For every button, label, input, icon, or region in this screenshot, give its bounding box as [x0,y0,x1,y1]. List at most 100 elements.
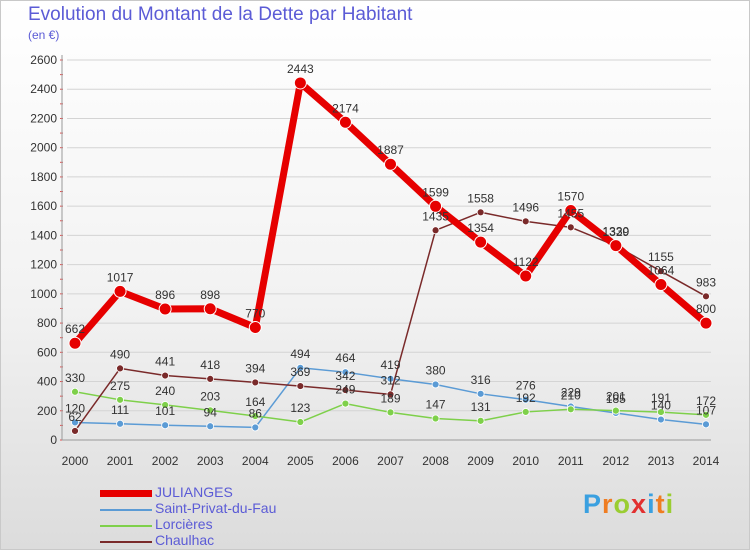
data-label: 1558 [467,191,494,205]
y-tick-label: 800 [37,316,57,330]
data-point [296,382,305,390]
legend: JULIANGES Saint-Privat-du-Fau Lorcières … [100,484,420,549]
y-tick-label: 200 [37,404,57,418]
x-tick-label: 2005 [287,454,314,468]
data-label: 249 [335,383,355,397]
data-point [338,115,352,129]
data-point [71,418,79,427]
data-point [341,368,350,377]
legend-label: Saint-Privat-du-Fau [155,500,277,516]
data-point [476,416,485,425]
data-label: 1496 [512,200,539,214]
data-label: 210 [561,388,581,402]
data-point [161,371,170,380]
data-label: 101 [155,404,175,418]
data-label: 2174 [332,101,359,115]
data-point [611,406,620,415]
data-point [699,316,713,330]
data-point [431,380,440,389]
data-point [702,420,710,429]
data-point [657,415,665,424]
data-point [203,302,217,316]
data-point [654,277,668,291]
data-point [564,204,578,218]
data-label: 494 [290,347,310,361]
legend-label: Lorcières [155,516,213,532]
data-point [206,422,215,431]
data-label: 1329 [603,225,630,239]
data-label: 1330 [603,225,630,239]
data-point [429,199,443,213]
data-label: 1122 [513,255,539,269]
data-point [206,406,215,415]
data-point [476,389,485,398]
x-tick-label: 2011 [558,454,584,468]
y-tick-label: 1600 [30,199,57,213]
logo-letter: o [613,489,632,519]
y-tick-label: 2400 [30,82,57,96]
data-point [296,363,305,372]
data-point [68,336,82,350]
data-label: 107 [696,403,716,417]
data-point [519,269,533,283]
data-label: 189 [380,391,400,405]
data-point [161,401,170,409]
data-label: 229 [561,386,581,400]
logo-letter: i [647,489,656,519]
data-label: 1455 [557,206,584,220]
legend-label: JULIANGES [155,484,233,500]
data-point [657,267,665,276]
data-label: 490 [110,347,130,361]
data-label: 201 [606,390,626,404]
data-label: 464 [335,351,355,365]
data-point [248,320,262,334]
data-label: 120 [65,401,85,415]
legend-swatch [100,509,152,511]
x-tick-label: 2000 [62,454,89,468]
legend-label: Chaulhac [155,532,215,548]
data-point [474,235,488,249]
data-label: 1887 [377,143,404,157]
data-label: 770 [245,306,265,320]
data-label: 800 [696,302,716,316]
data-point [521,395,530,404]
data-label: 2443 [287,62,314,76]
data-label: 1599 [422,185,449,199]
data-label: 1354 [467,221,494,235]
x-tick-label: 2010 [512,454,539,468]
data-point [386,374,395,383]
data-point [71,387,79,396]
data-point [431,414,440,423]
data-label: 662 [65,322,85,336]
data-label: 312 [380,373,400,387]
data-point [341,386,350,394]
data-label: 275 [110,379,130,393]
data-label: 111 [111,403,130,417]
legend-swatch [100,541,152,543]
data-point [116,395,124,404]
data-point [341,399,350,408]
data-point [384,157,397,171]
y-tick-label: 0 [50,433,57,447]
y-tick-label: 1200 [30,258,57,272]
data-point [161,421,170,430]
data-point [386,390,395,399]
legend-item: Saint-Privat-du-Fau [100,500,420,517]
logo-letter: i [665,489,675,519]
data-label: 1017 [107,270,134,284]
data-label: 316 [471,373,491,387]
data-label: 140 [651,399,671,413]
data-label: 62 [68,410,82,424]
data-point [251,412,260,420]
data-point [296,418,305,426]
data-point [609,239,623,253]
data-label: 418 [200,358,220,372]
y-tick-label: 2000 [30,141,57,155]
x-tick-label: 2007 [377,454,404,468]
data-point [657,408,665,416]
data-point [158,302,172,316]
proxiti-logo: Proxiti [583,489,674,520]
y-tick-label: 400 [37,375,57,389]
data-label: 185 [606,392,626,406]
